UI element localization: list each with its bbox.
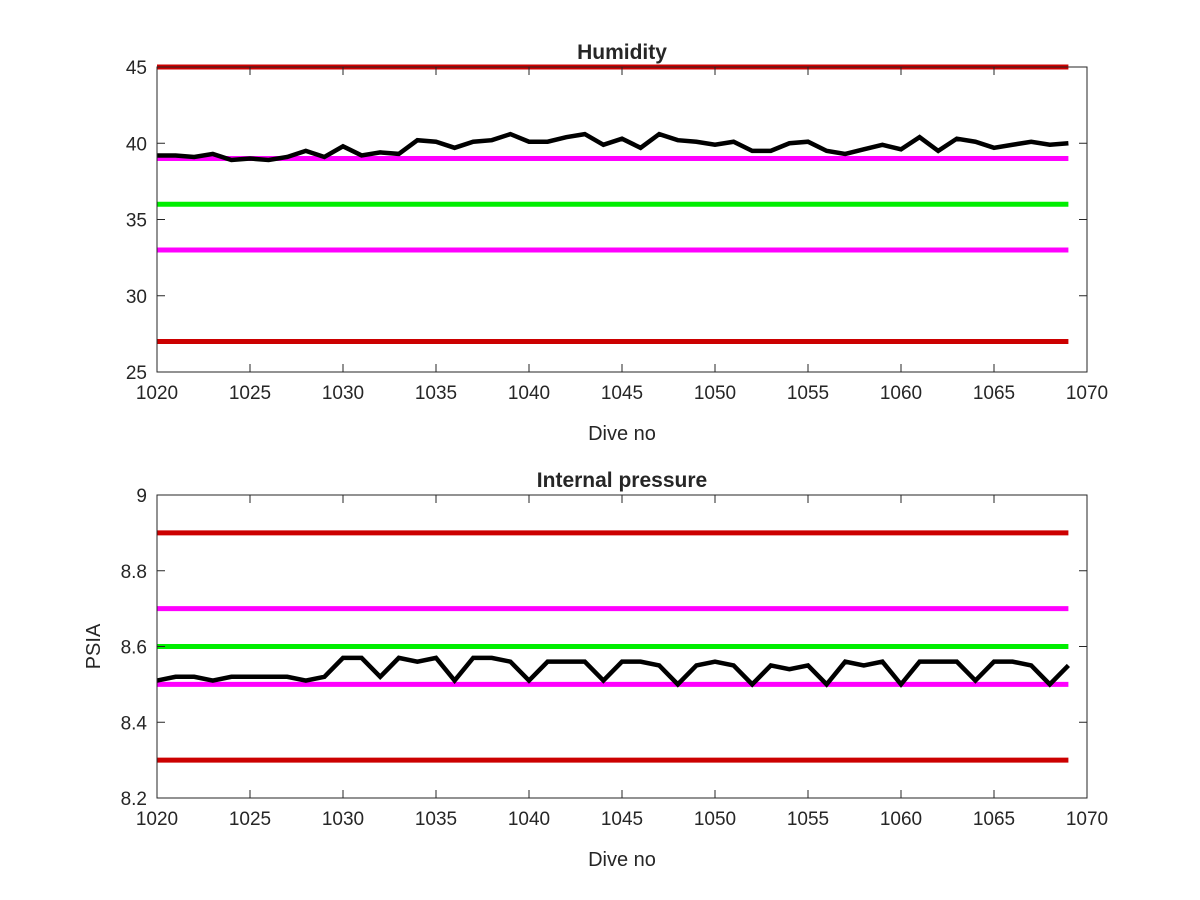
x-tick-label: 1020	[136, 809, 178, 830]
y-tick-label: 8.6	[121, 638, 147, 659]
chart-title: Humidity	[577, 41, 667, 64]
x-tick-label: 1045	[601, 809, 643, 830]
y-tick-label: 8.8	[121, 562, 147, 583]
y-tick-label: 35	[126, 211, 147, 232]
plot-area	[157, 67, 1087, 372]
chart-title: Internal pressure	[537, 469, 707, 492]
y-tick-label: 40	[126, 134, 147, 155]
y-tick-label: 8.2	[121, 789, 147, 810]
x-tick-label: 1035	[415, 383, 457, 404]
y-tick-label: 45	[126, 58, 147, 79]
x-tick-label: 1055	[787, 809, 829, 830]
x-tick-label: 1030	[322, 383, 364, 404]
x-tick-label: 1040	[508, 383, 550, 404]
x-tick-label: 1030	[322, 809, 364, 830]
x-tick-label: 1065	[973, 383, 1015, 404]
x-tick-label: 1055	[787, 383, 829, 404]
x-tick-label: 1035	[415, 809, 457, 830]
x-tick-label: 1060	[880, 383, 922, 404]
x-tick-label: 1060	[880, 809, 922, 830]
y-tick-label: 30	[126, 287, 147, 308]
x-tick-label: 1045	[601, 383, 643, 404]
y-axis-label: PSIA	[83, 623, 105, 669]
x-tick-label: 1070	[1066, 809, 1108, 830]
x-tick-label: 1025	[229, 809, 271, 830]
x-axis-label: Dive no	[588, 423, 656, 445]
x-tick-label: 1025	[229, 383, 271, 404]
chart-panel-1: 1020 1025 1030 1035 1040 1045 1050 1055 1060 1065…	[83, 469, 1108, 871]
x-tick-label: 1020	[136, 383, 178, 404]
y-tick-label: 8.4	[121, 713, 148, 734]
series-line	[156, 655, 1071, 688]
y-tick-label: 9	[136, 486, 147, 507]
y-tick-label: 25	[126, 363, 147, 384]
x-axis-label: Dive no	[588, 849, 656, 871]
x-tick-label: 1070	[1066, 383, 1108, 404]
x-tick-label: 1050	[694, 383, 736, 404]
x-tick-label: 1040	[508, 809, 550, 830]
series-line	[157, 131, 1069, 163]
chart-panel-0: 1020 1025 1030 1035 1040 1045 1050 1055 1060 1065…	[126, 41, 1108, 445]
x-tick-label: 1065	[973, 809, 1015, 830]
x-tick-label: 1050	[694, 809, 736, 830]
